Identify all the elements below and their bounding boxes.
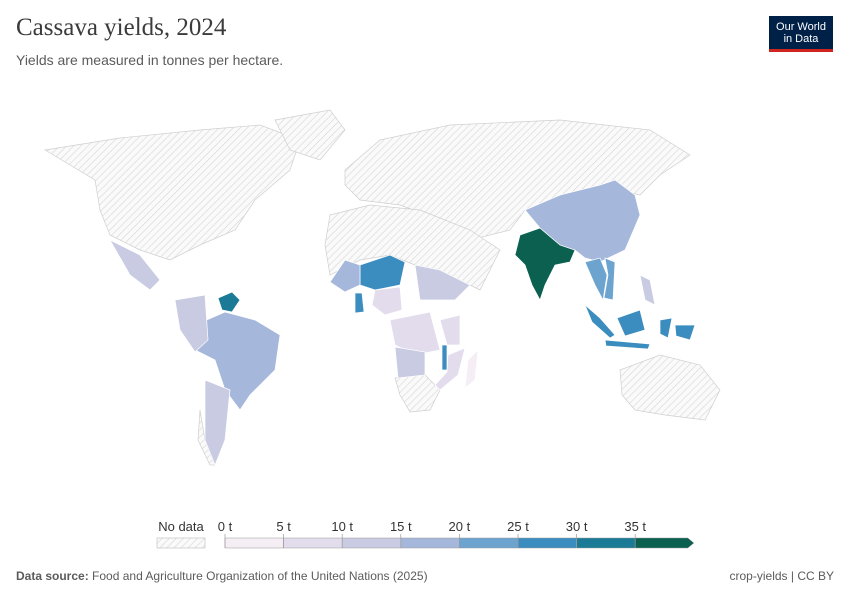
country: [217, 291, 241, 313]
country: [464, 349, 479, 389]
country: [414, 264, 471, 301]
country: [524, 179, 641, 263]
country: [194, 311, 281, 411]
country: [109, 239, 161, 291]
legend-bin: [224, 537, 284, 549]
legend-tick-label: 30 t: [566, 519, 588, 534]
legend-tick-label: 5 t: [276, 519, 291, 534]
footer-source: Data source: Food and Agriculture Organi…: [16, 569, 428, 583]
country: [394, 346, 426, 379]
country: [603, 257, 616, 301]
country: [359, 254, 406, 291]
logo-line: Our World: [776, 21, 826, 33]
no-data-land: [43, 109, 721, 466]
legend-tick-label: 25 t: [507, 519, 529, 534]
source-text: Food and Agriculture Organization of the…: [92, 569, 428, 583]
legend-bin: [576, 537, 636, 549]
legend-bin: [459, 537, 519, 549]
country: [441, 344, 448, 371]
footer-license: crop-yields | CC BY: [729, 569, 834, 583]
legend-bin: [283, 537, 343, 549]
legend-tick-label: 0 t: [218, 519, 233, 534]
legend-tick-label: 35 t: [624, 519, 646, 534]
country: [389, 311, 441, 356]
country: [639, 274, 656, 306]
country: [371, 286, 403, 316]
country: [174, 294, 209, 353]
country: [584, 257, 608, 302]
no-data-swatch: [156, 537, 206, 549]
country: [434, 347, 466, 391]
country: [584, 304, 696, 350]
subtitle: Yields are measured in tonnes per hectar…: [16, 52, 284, 68]
legend-bin: [634, 537, 695, 549]
legend-tick-label: 20 t: [449, 519, 471, 534]
logo[interactable]: Our World in Data: [769, 16, 833, 52]
logo-line: in Data: [783, 33, 819, 45]
legend-bin: [400, 537, 460, 549]
country: [204, 379, 231, 466]
title: Cassava yields, 2024: [16, 14, 227, 41]
country: [354, 292, 365, 314]
no-data-label: No data: [158, 519, 204, 534]
country: [329, 259, 361, 293]
legend-tick-label: 10 t: [331, 519, 353, 534]
map: No data 0 t 5 t 10 t 15 t 20 t 25 t 30 t 35 t: [43, 109, 721, 549]
source-label: Data source:: [16, 569, 89, 583]
country: [439, 314, 461, 346]
legend-tick-label: 15 t: [390, 519, 412, 534]
legend-bin: [517, 537, 577, 549]
legend-bin: [341, 537, 402, 549]
